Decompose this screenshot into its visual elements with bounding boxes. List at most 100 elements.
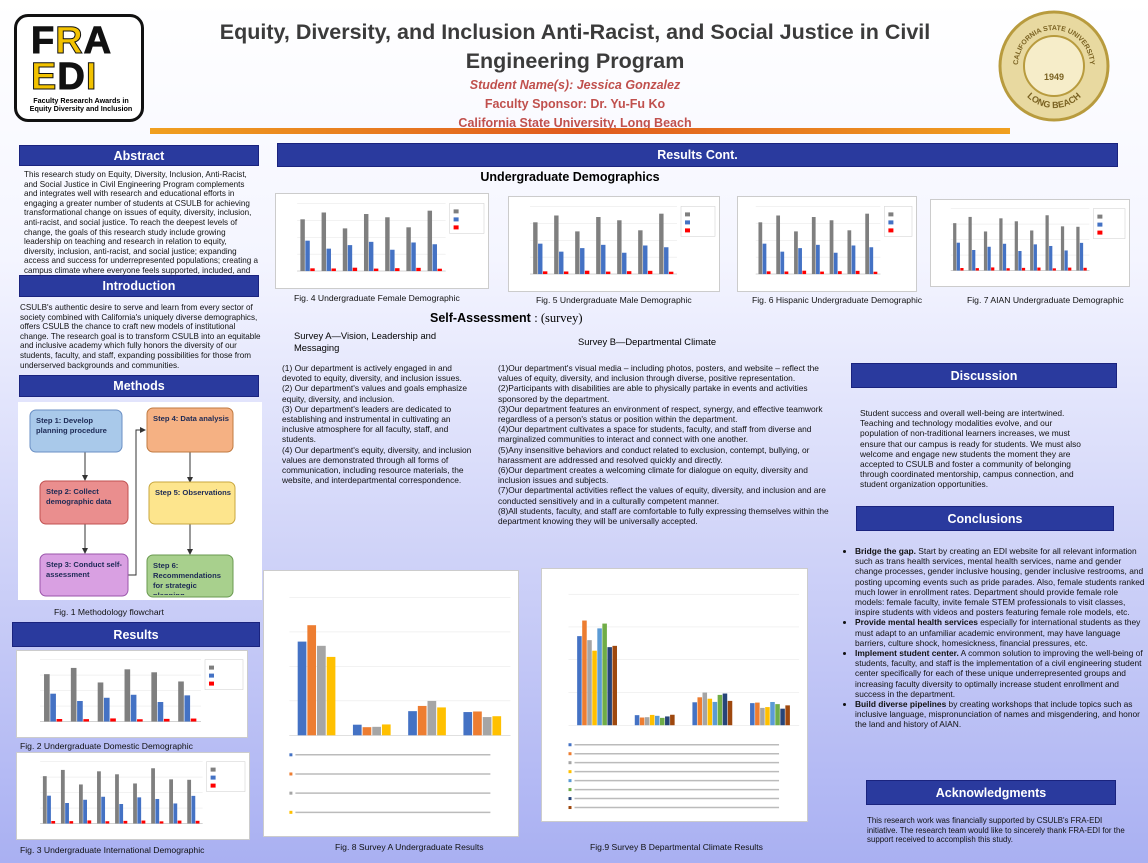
- flow-node-label-box: Step 1: Develop planning procedure: [36, 416, 107, 435]
- fig5-caption: Fig. 5 Undergraduate Male Demographic: [536, 295, 692, 305]
- list-item: (3)Our department features an environmen…: [498, 403, 823, 425]
- flow-node-label-box: Step 2: Collect demographic data: [46, 487, 111, 506]
- thumb-bar: [115, 774, 119, 824]
- thumb-bar: [123, 820, 128, 824]
- thumb-bar: [77, 700, 83, 722]
- thumb-legend-swatch: [289, 791, 293, 795]
- thumb-bar: [654, 715, 660, 726]
- thumb-bar: [707, 698, 713, 726]
- thumb-legend-swatch: [1097, 222, 1103, 227]
- thumb-bar: [395, 268, 400, 272]
- self-assessment-note: : (survey): [534, 311, 583, 325]
- demographics-heading: Undergraduate Demographics: [480, 170, 660, 184]
- thumb-bar: [837, 271, 842, 275]
- flow-node: [146, 407, 234, 453]
- thumb-bar: [727, 700, 733, 726]
- thumb-bar: [762, 243, 767, 275]
- thumb-bar: [765, 707, 770, 726]
- thumb-bar: [584, 270, 590, 275]
- flow-node-label-box: Step 6: Recommendations for strategic pl…: [153, 561, 221, 595]
- thumb-legend-swatch: [568, 788, 572, 792]
- thumb-bar: [697, 697, 703, 726]
- thumb-legend-swatch: [209, 681, 214, 686]
- thumb-bar: [427, 210, 433, 272]
- thumb-bar: [432, 244, 437, 272]
- logo-letter: F: [30, 20, 56, 62]
- fig7-caption: Fig. 7 AIAN Undergraduate Demographic: [967, 295, 1124, 305]
- thumb-bar: [326, 656, 336, 736]
- thumb-bar: [1076, 226, 1080, 271]
- conclusion-item: Implement student center. A common solut…: [855, 648, 1145, 699]
- thumb-bar: [363, 214, 369, 272]
- conclusion-lead: Implement student center.: [855, 648, 959, 659]
- thumb-bar: [130, 694, 137, 722]
- thumb-bar: [65, 802, 69, 824]
- thumb-bar: [169, 779, 174, 824]
- survey-b-title: Survey B—Departmental Climate: [578, 336, 717, 347]
- methods-heading: Methods: [19, 375, 259, 397]
- thumb-bar: [1006, 268, 1010, 271]
- thumb-legend-swatch: [289, 753, 293, 757]
- list-item: (1) Our department is actively engaged i…: [282, 363, 462, 384]
- logo-letter: E: [30, 56, 58, 98]
- thumb-bar: [307, 625, 317, 736]
- thumb-bar: [56, 719, 63, 722]
- flow-node: [146, 554, 234, 598]
- thumb-bar: [770, 701, 775, 726]
- thumb-bar: [178, 681, 184, 722]
- thumb-bar: [829, 220, 834, 275]
- thumb-bar: [953, 223, 957, 271]
- thumb-bar: [605, 271, 611, 275]
- title: Equity, Diversity, and Inclusion Anti-Ra…: [219, 20, 931, 73]
- thumb-bar: [717, 694, 723, 726]
- list-item: (7)Our departmental activities reflect t…: [498, 485, 826, 506]
- thumb-bar: [580, 248, 585, 275]
- list-item: (4)Our department cultivates a space for…: [498, 424, 812, 445]
- discussion-text: Student success and overall well-being a…: [860, 408, 1081, 490]
- flow-node-label: Step 6: Recommendations for strategic pl…: [153, 561, 221, 595]
- thumb-bar: [342, 228, 348, 272]
- seal-year: 1949: [1044, 72, 1064, 82]
- thumb-bar: [659, 213, 664, 275]
- thumb-legend-swatch: [210, 775, 216, 780]
- thumb-bar: [163, 718, 170, 722]
- thumb-bar: [1052, 268, 1056, 271]
- flowchart: Step 1: Develop planning procedure Step 2…: [18, 402, 262, 600]
- acknowledgments-heading: Acknowledgments: [866, 780, 1116, 805]
- thumb-bar: [575, 231, 580, 275]
- conclusion-lead: Provide mental health services: [855, 617, 978, 628]
- flow-node-label: Step 5: Observations: [155, 488, 231, 497]
- thumb-bar: [785, 705, 790, 726]
- thumb-bar: [617, 220, 622, 275]
- survey-a-title: Survey A—Vision, Leadership and Messagin…: [294, 330, 437, 353]
- fig3-chart: [16, 752, 250, 840]
- thumb-legend-swatch: [209, 673, 214, 678]
- thumb-bar: [184, 695, 191, 722]
- thumb-legend-swatch: [209, 665, 214, 670]
- logo-letter: A: [83, 20, 113, 62]
- conclusion-item: Provide mental health services especiall…: [855, 617, 1145, 648]
- thumb-bar: [665, 716, 670, 726]
- thumb-bar: [968, 216, 972, 271]
- thumb-bar: [110, 718, 116, 722]
- thumb-bar: [97, 682, 104, 722]
- thumb-bar: [542, 271, 548, 275]
- thumb-bar: [87, 820, 92, 824]
- fig8-caption: Fig. 8 Survey A Undergraduate Results: [335, 842, 484, 852]
- thumb-bar: [865, 213, 870, 275]
- thumb-bar: [124, 669, 131, 722]
- logo-letter: I: [85, 56, 98, 98]
- thumb-bar: [750, 703, 755, 726]
- list-item: (4) Our department's equity, diversity, …: [282, 444, 472, 486]
- flow-node-label-box: Step 3: Conduct self-assessment: [46, 560, 122, 579]
- thumb-bar: [408, 711, 417, 736]
- thumb-bar: [310, 268, 315, 272]
- thumb-legend-swatch: [568, 806, 572, 810]
- thumb-bar: [802, 270, 807, 275]
- self-assessment-heading: Self-Assessment : (survey): [430, 311, 582, 326]
- thumb-bar: [798, 248, 802, 275]
- thumb-bar: [83, 799, 87, 824]
- list-item: (2) Our department's values and goals em…: [282, 383, 468, 404]
- thumb-bar: [869, 247, 874, 275]
